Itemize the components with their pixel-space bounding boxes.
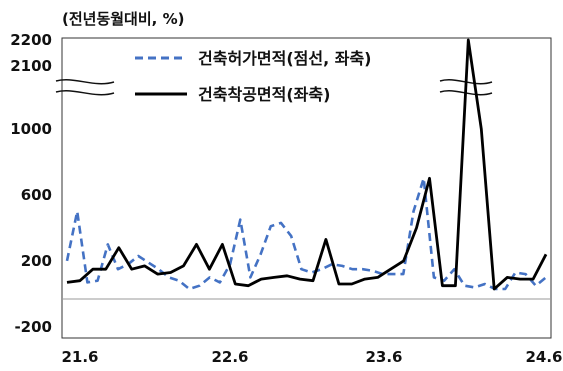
x-tick-label: 24.6 — [525, 348, 562, 366]
x-tick-label: 21.6 — [61, 348, 98, 366]
legend: 건축허가면적(점선, 좌축) 건축착공면적(좌축) — [135, 49, 371, 104]
y-tick-label: 200 — [21, 252, 52, 270]
series-line-construction-start-area — [66, 38, 548, 291]
series-line-permit-area — [65, 177, 547, 291]
y-tick-labels: 2200 2100 1000 600 200 -200 — [10, 31, 52, 336]
y-tick-label: 600 — [21, 186, 52, 204]
y-tick-label: -200 — [14, 318, 52, 336]
series-lines — [65, 38, 548, 291]
y-tick-label: 2100 — [10, 57, 52, 75]
y-tick-label: 1000 — [10, 120, 52, 138]
legend-label: 건축허가면적(점선, 좌축) — [198, 49, 371, 68]
x-tick-label: 23.6 — [365, 348, 402, 366]
plot-frame — [61, 37, 552, 339]
y-tick-label: 2200 — [10, 31, 52, 49]
x-tick-label: 22.6 — [211, 348, 248, 366]
x-tick-labels: 21.6 22.6 23.6 24.6 — [61, 348, 562, 366]
y-axis-label: (전년동월대비, %) — [62, 10, 184, 28]
legend-label: 건축착공면적(좌축) — [198, 85, 330, 104]
